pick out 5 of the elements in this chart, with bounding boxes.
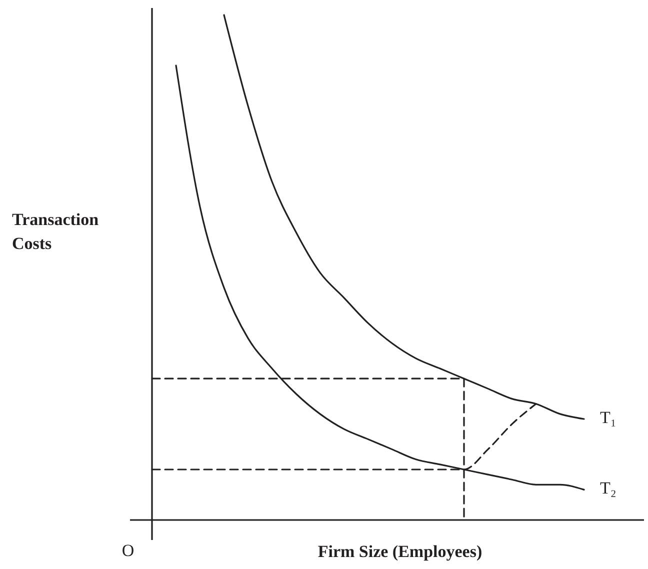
x-axis-title: Firm Size (Employees)	[318, 542, 482, 561]
y-axis-title: Transaction Costs	[12, 210, 100, 253]
series-label: T₂	[600, 478, 616, 498]
series-label: T₁	[600, 408, 616, 427]
text: O	[122, 541, 134, 560]
